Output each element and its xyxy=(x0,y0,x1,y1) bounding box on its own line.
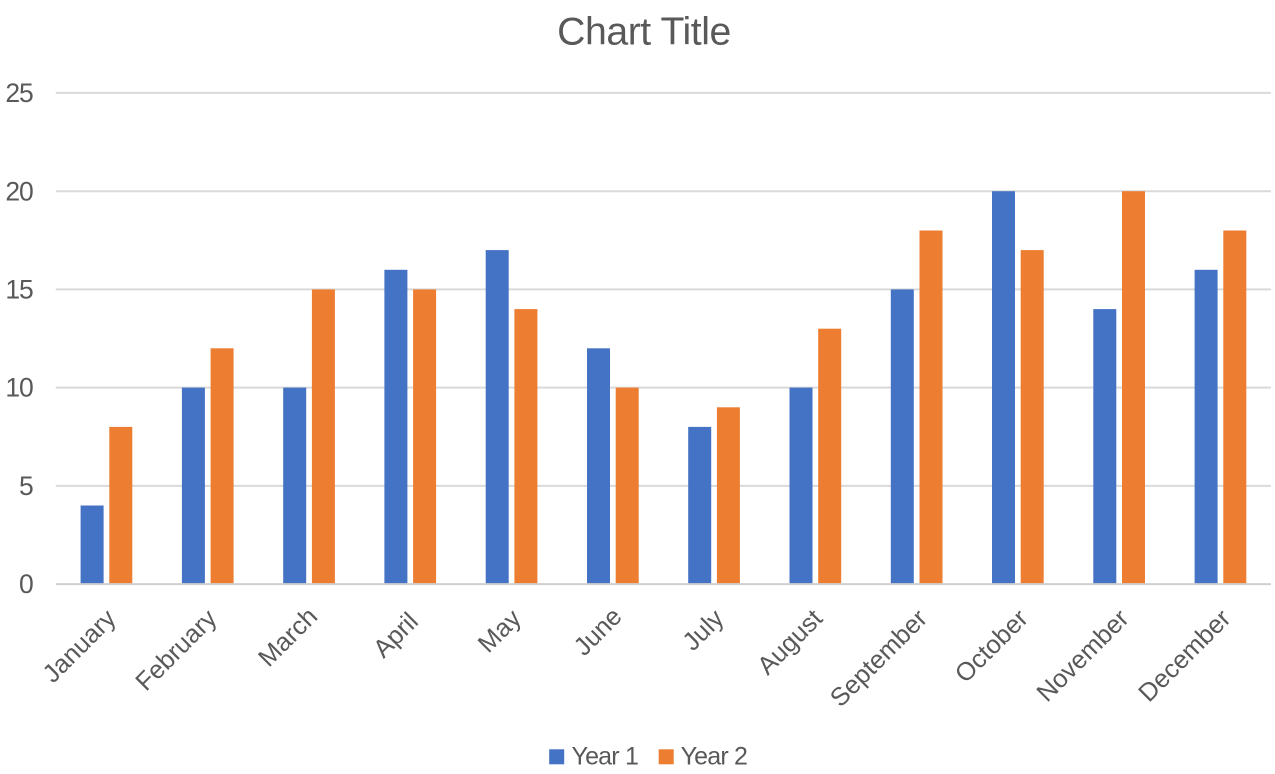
svg-text:5: 5 xyxy=(19,471,33,501)
svg-text:20: 20 xyxy=(5,176,33,206)
svg-text:10: 10 xyxy=(5,373,33,403)
svg-text:Year 2: Year 2 xyxy=(681,743,748,771)
svg-text:15: 15 xyxy=(5,275,33,305)
svg-text:25: 25 xyxy=(5,78,33,108)
svg-text:Year 1: Year 1 xyxy=(572,743,639,771)
svg-text:0: 0 xyxy=(19,569,33,599)
svg-text:Chart Title: Chart Title xyxy=(557,10,731,53)
